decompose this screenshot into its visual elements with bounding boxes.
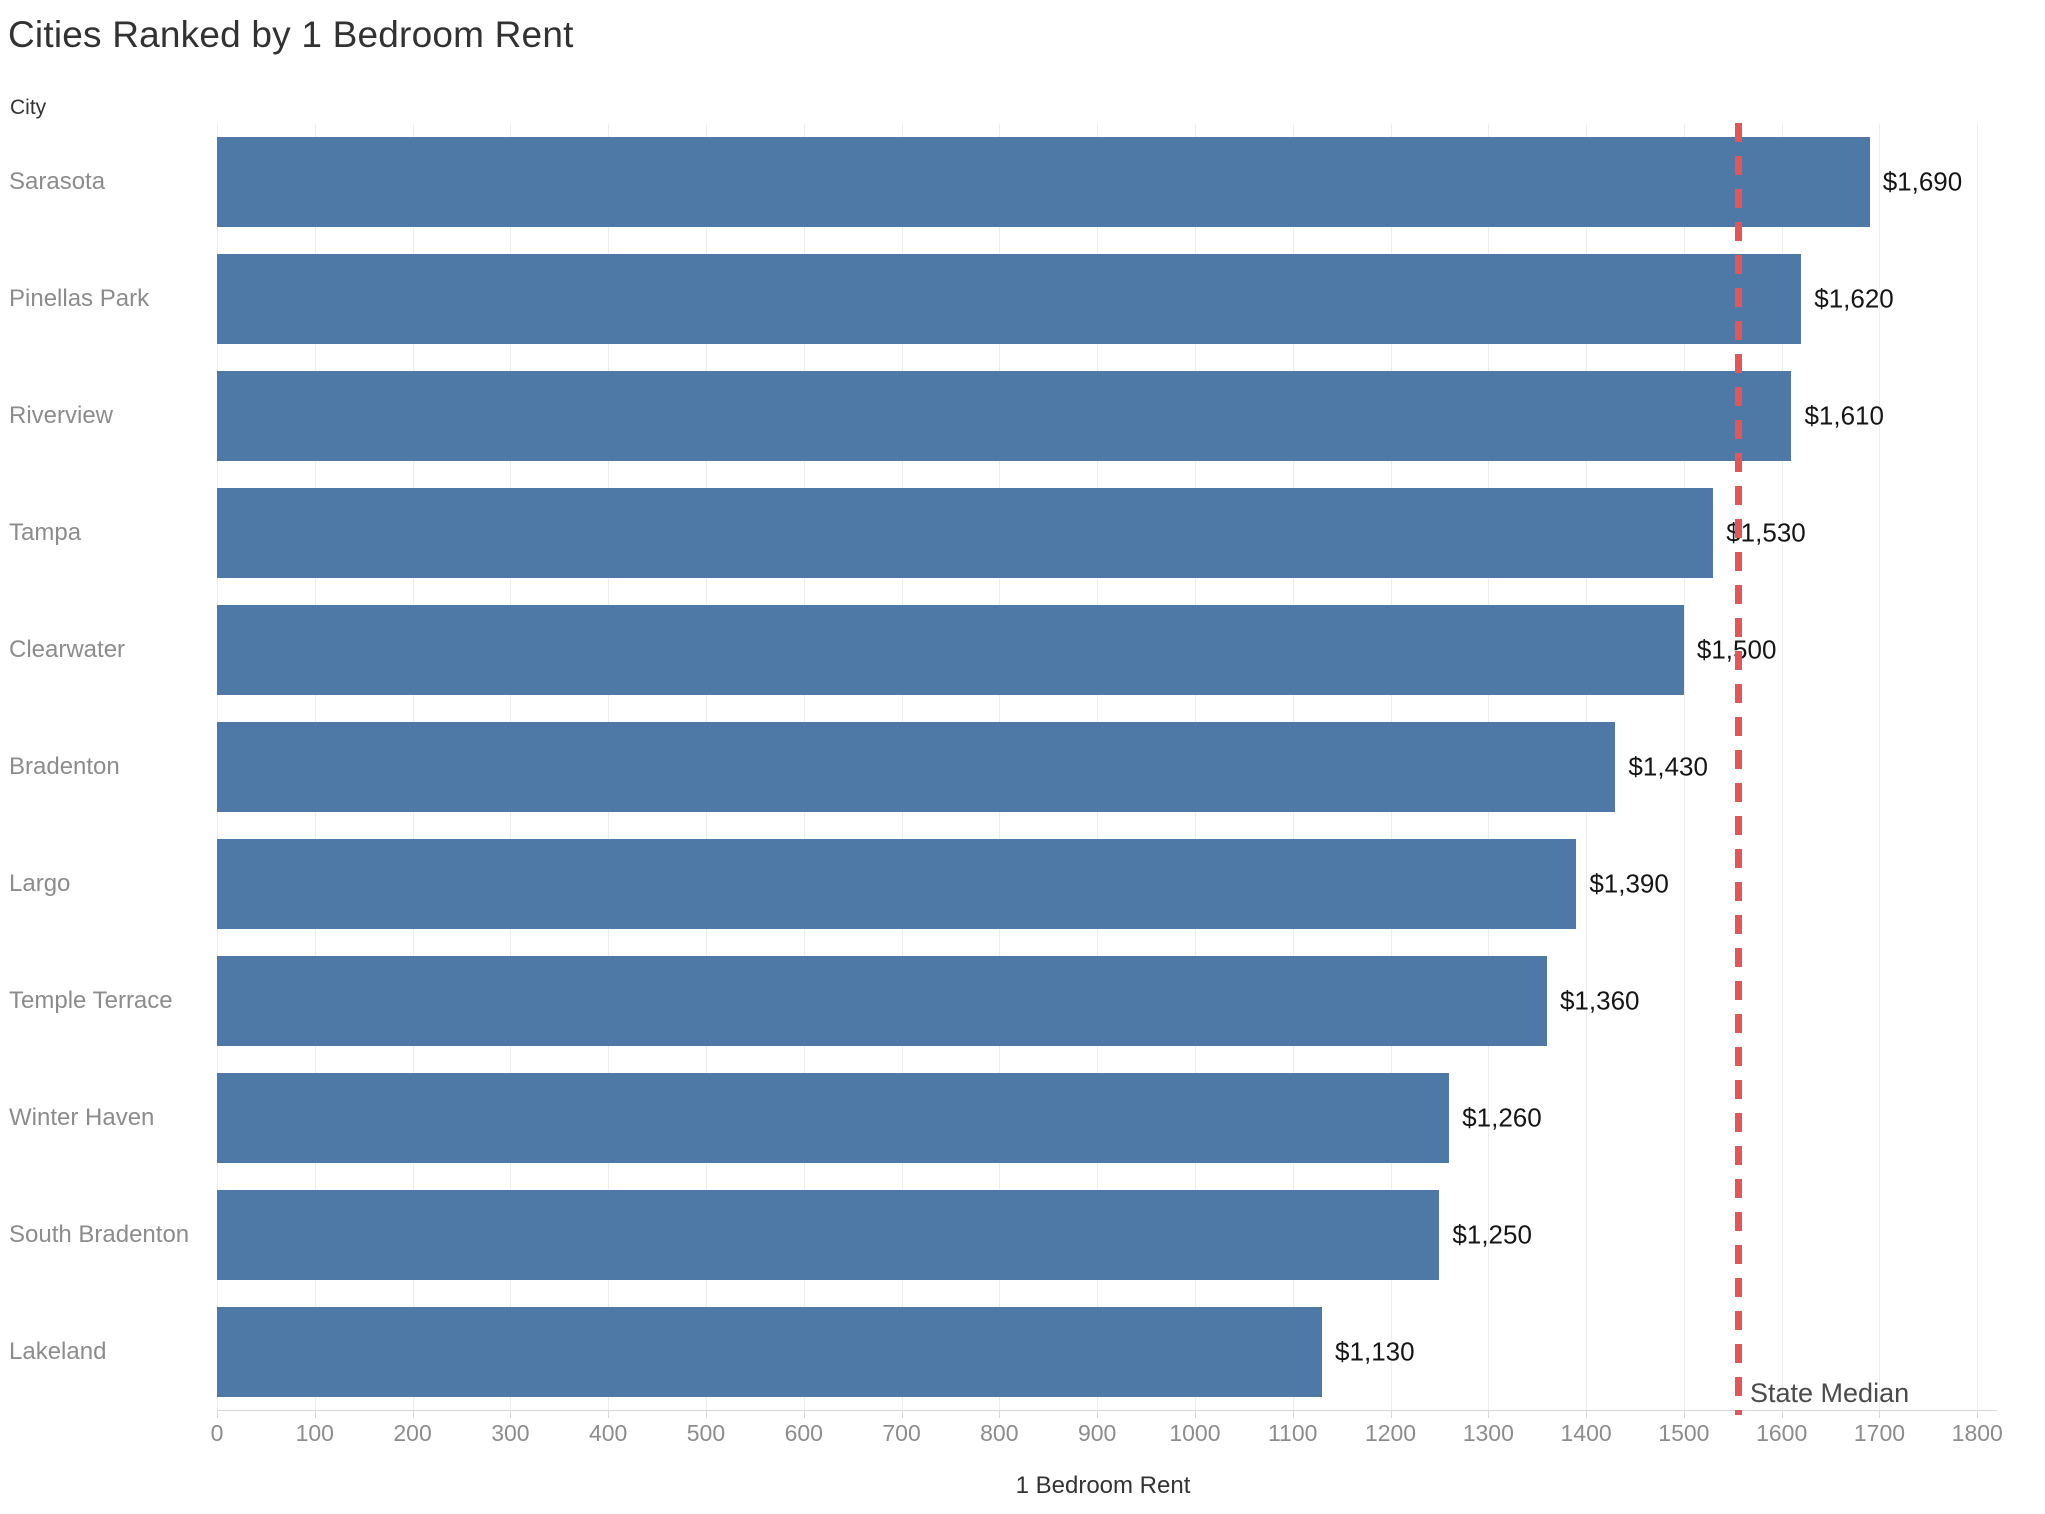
x-axis-tick-mark <box>1390 1410 1392 1418</box>
category-label: Pinellas Park <box>9 285 150 313</box>
bar-sarasota[interactable] <box>217 137 1870 228</box>
bar-temple-terrace[interactable] <box>217 955 1547 1046</box>
x-axis-tick-label: 500 <box>686 1420 726 1446</box>
bar-clearwater[interactable] <box>217 605 1684 696</box>
x-axis-tick-label: 1500 <box>1658 1420 1710 1446</box>
x-axis-tick-label: 1400 <box>1560 1420 1612 1446</box>
category-label: Temple Terrace <box>9 986 173 1014</box>
x-axis-tick-label: 200 <box>393 1420 432 1446</box>
x-axis-tick-mark <box>1097 1410 1099 1418</box>
x-axis-tick-mark <box>314 1410 316 1418</box>
x-axis-tick-label: 100 <box>295 1420 334 1446</box>
bar-value-label: $1,250 <box>1452 1219 1532 1250</box>
bar-row: $1,500 <box>217 592 1989 709</box>
x-axis-tick-mark <box>999 1410 1001 1418</box>
x-axis-tick-label: 300 <box>491 1420 530 1446</box>
x-axis-tick-mark <box>1586 1410 1588 1418</box>
state-median-reference-line <box>1734 123 1742 1415</box>
gridline <box>1977 124 1979 1410</box>
bar-value-label: $1,690 <box>1882 166 1963 197</box>
x-axis-tick-label: 400 <box>588 1420 628 1446</box>
bar-row: $1,360 <box>217 942 1989 1059</box>
x-axis-tick-label: 600 <box>784 1420 823 1446</box>
category-label: Riverview <box>9 402 114 430</box>
y-axis-header: City <box>10 96 47 119</box>
bar-winter-haven[interactable] <box>217 1072 1450 1163</box>
bar-row: $1,390 <box>217 825 1989 942</box>
bar-tampa[interactable] <box>217 488 1714 579</box>
bar-value-label: $1,390 <box>1589 868 1669 899</box>
x-axis-tick-mark <box>1488 1410 1490 1418</box>
gridline <box>1879 124 1881 1410</box>
x-axis-tick-mark <box>1194 1410 1196 1418</box>
x-axis-tick-mark <box>217 1410 218 1418</box>
category-label: Largo <box>9 869 71 897</box>
x-axis-line <box>217 1410 1997 1411</box>
category-label: Sarasota <box>9 168 106 196</box>
bar-value-label: $1,130 <box>1335 1336 1415 1367</box>
reference-line-label: State Median <box>1750 1378 1910 1408</box>
category-label: Lakeland <box>9 1337 107 1365</box>
bar-row: $1,610 <box>217 358 1989 475</box>
gridline <box>1781 124 1783 1410</box>
category-label: Bradenton <box>9 752 120 780</box>
bar-row: $1,690 <box>217 124 1989 241</box>
x-axis-tick-mark <box>608 1410 610 1418</box>
x-axis-tick-label: 1200 <box>1364 1420 1417 1446</box>
bar-value-label: $1,620 <box>1814 283 1894 314</box>
x-axis-title: 1 Bedroom Rent <box>1015 1472 1191 1499</box>
x-axis-tick-label: 700 <box>882 1420 921 1446</box>
x-axis-tick-mark <box>1977 1410 1979 1418</box>
plot-area: $1,690 $1,620 $1,610 $1,530$1,500 $1,430 $1,3… <box>217 123 1989 1415</box>
gridline <box>1683 124 1685 1410</box>
bar-rows: $1,690 $1,620 $1,610 $1,530$1,500 $1,430 $1,3… <box>217 124 1989 1410</box>
bar-largo[interactable] <box>217 838 1577 929</box>
x-axis-tick-mark <box>803 1410 805 1418</box>
bar-row: $1,530 <box>217 475 1989 592</box>
x-axis-tick-mark <box>1683 1410 1685 1418</box>
bar-row: $1,250 <box>217 1176 1989 1293</box>
x-axis-tick-mark <box>1781 1410 1783 1418</box>
bar-pinellas-park[interactable] <box>217 254 1802 345</box>
x-axis-tick-mark <box>1292 1410 1294 1418</box>
category-labels-column: Sarasota Pinellas Park Riverview Tampa Clear… <box>0 124 217 1410</box>
bar-value-label: $1,260 <box>1462 1102 1542 1133</box>
bar-lakeland[interactable] <box>217 1306 1323 1397</box>
bar-bradenton[interactable] <box>217 721 1616 812</box>
x-axis-tick-label: 1300 <box>1462 1420 1514 1446</box>
x-axis-tick-label: 1100 <box>1267 1420 1318 1446</box>
bar-value-label: $1,610 <box>1804 400 1884 431</box>
bar-riverview[interactable] <box>217 371 1792 462</box>
category-label: Clearwater <box>9 636 126 664</box>
x-axis-tick-mark <box>705 1410 707 1418</box>
bar-row: $1,430 <box>217 709 1989 826</box>
x-axis-tick-mark <box>1879 1410 1881 1418</box>
x-axis-tick-labels: 0 100 200 300 400 500 600 700 800 900 1000 1100 1200… <box>211 1420 2003 1450</box>
x-axis-tick-label: 0 <box>210 1420 224 1446</box>
x-axis-tick-label: 1600 <box>1756 1420 1808 1446</box>
category-label: Winter Haven <box>9 1103 155 1131</box>
category-label: Tampa <box>9 519 82 547</box>
bar-value-label: $1,430 <box>1628 751 1708 782</box>
x-axis-tick-label: 800 <box>980 1420 1019 1446</box>
category-label: South Bradenton <box>9 1220 190 1248</box>
bar-row: $1,260 <box>217 1059 1989 1176</box>
x-axis-tick-label: 1800 <box>1951 1420 2003 1446</box>
bar-row: $1,620 <box>217 241 1989 358</box>
x-axis-tick-label: 1700 <box>1853 1420 1906 1446</box>
x-axis-tick-label: 1000 <box>1169 1420 1221 1446</box>
x-axis-tick-label: 900 <box>1077 1420 1117 1446</box>
x-axis-tick-mark <box>412 1410 414 1418</box>
chart-title: Cities Ranked by 1 Bedroom Rent <box>8 14 574 55</box>
bar-row: $1,130 <box>217 1293 1989 1410</box>
bar-south-bradenton[interactable] <box>217 1189 1440 1280</box>
x-axis-tick-mark <box>901 1410 903 1418</box>
bar-value-label: $1,360 <box>1559 985 1640 1016</box>
x-axis-tick-mark <box>510 1410 512 1418</box>
